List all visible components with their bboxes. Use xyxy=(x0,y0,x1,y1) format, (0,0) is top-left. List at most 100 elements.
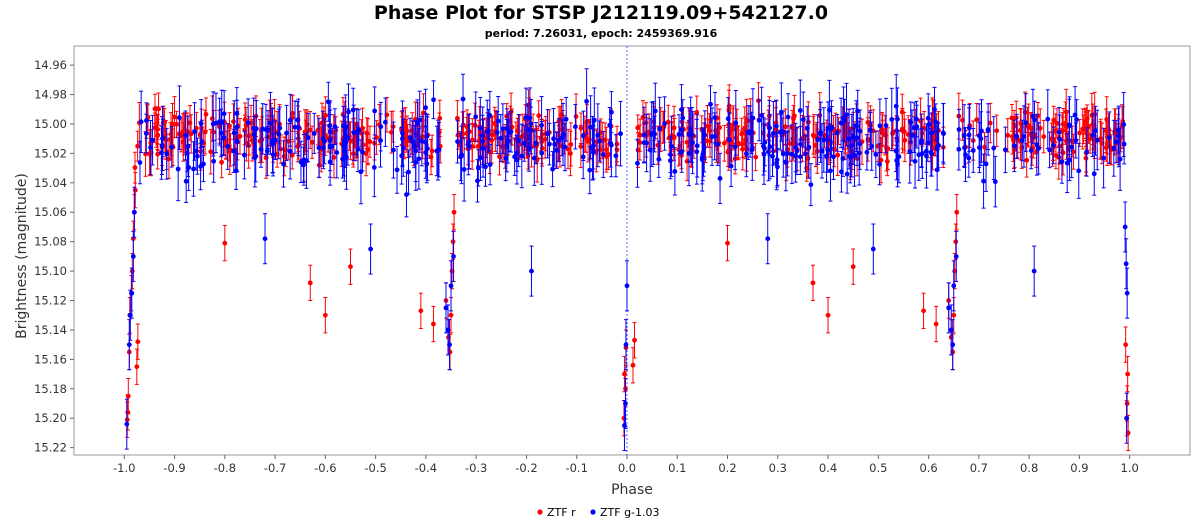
data-point-ztf-g-baseline xyxy=(143,102,149,139)
data-point-ztf-r-baseline xyxy=(835,134,841,176)
data-point-ztf-r-baseline xyxy=(717,108,723,147)
data-point-ztf-g-baseline xyxy=(656,140,662,178)
legend-label-ztf-r: ZTF r xyxy=(547,506,576,519)
data-point-ztf-g-baseline xyxy=(1116,105,1122,168)
x-tick-label: 0.5 xyxy=(869,461,887,475)
data-point-ztf-g-baseline xyxy=(382,97,388,147)
data-point-ztf-g xyxy=(765,213,771,265)
y-axis: 14.96 14.98 15.00 15.02 15.04 15.06 15.08 15.10… xyxy=(34,58,74,455)
data-point-ztf-g-baseline xyxy=(550,151,555,188)
data-point-ztf-g-baseline xyxy=(199,119,205,164)
x-tick-label: 0.0 xyxy=(618,461,636,475)
data-point-ztf-g-baseline xyxy=(414,99,420,148)
data-point-ztf-g-baseline xyxy=(545,109,550,159)
data-point-ztf-g-baseline xyxy=(991,116,997,180)
data-point-ztf-r xyxy=(632,322,637,359)
data-point-ztf-g-baseline xyxy=(708,85,713,124)
data-point-ztf-r-baseline xyxy=(363,130,369,177)
data-point-ztf-r-baseline xyxy=(536,100,542,132)
data-point-ztf-g-baseline xyxy=(821,107,827,173)
data-point-ztf-g-baseline xyxy=(728,145,734,188)
data-point-ztf-g xyxy=(1122,201,1128,253)
data-point-ztf-r-baseline xyxy=(309,125,315,159)
data-point-ztf-g-baseline xyxy=(422,112,428,172)
data-point-ztf-g-baseline xyxy=(743,130,749,178)
data-point-ztf-g-baseline xyxy=(793,122,799,173)
data-point-ztf-g-baseline xyxy=(533,122,539,165)
data-point-ztf-g-baseline xyxy=(416,127,422,190)
data-point-ztf-g-baseline xyxy=(773,99,779,153)
y-tick-label: 15.10 xyxy=(34,264,67,278)
data-point-ztf-g-baseline xyxy=(164,128,170,180)
data-point-ztf-g-baseline xyxy=(265,110,271,150)
data-point-ztf-g-baseline xyxy=(889,87,895,152)
data-point-ztf-g-baseline xyxy=(761,123,767,185)
data-point-ztf-g-baseline xyxy=(907,119,913,184)
data-point-ztf-r-baseline xyxy=(208,129,214,175)
data-points-layer xyxy=(124,68,1131,452)
data-point-ztf-r-baseline xyxy=(404,115,410,147)
data-point-ztf-g xyxy=(946,282,952,334)
data-point-ztf-g-baseline xyxy=(936,122,942,169)
data-point-ztf-g xyxy=(529,245,534,297)
x-axis: -1.0 -0.9 -0.8 -0.7 -0.6 -0.5 -0.4 -0.3 -0.2 -0.1… xyxy=(113,455,1139,475)
data-point-ztf-g-baseline xyxy=(785,93,791,141)
data-point-ztf-r-baseline xyxy=(188,114,194,154)
legend: ZTF r ZTF g-1.03 xyxy=(537,506,660,519)
data-point-ztf-g-baseline xyxy=(225,123,231,170)
data-point-ztf-g xyxy=(126,319,132,371)
data-point-ztf-g-baseline xyxy=(844,154,850,194)
data-point-ztf-g-baseline xyxy=(350,87,356,133)
data-point-ztf-g-baseline xyxy=(554,131,560,169)
data-point-ztf-r xyxy=(921,292,926,329)
data-point-ztf-r-baseline xyxy=(831,131,837,168)
data-point-ztf-g-baseline xyxy=(800,91,806,148)
data-point-ztf-g-baseline xyxy=(552,122,558,167)
data-point-ztf-g-baseline xyxy=(749,118,755,181)
data-point-ztf-g-baseline xyxy=(883,97,889,154)
data-point-ztf-g xyxy=(1124,267,1130,319)
data-point-ztf-g-baseline xyxy=(641,106,647,164)
data-point-ztf-g-baseline xyxy=(498,114,504,163)
data-point-ztf-g-baseline xyxy=(808,163,814,207)
data-point-ztf-g-baseline xyxy=(391,121,396,179)
y-tick-label: 15.02 xyxy=(34,146,67,160)
data-point-ztf-r xyxy=(725,224,730,262)
data-point-ztf-g-baseline xyxy=(458,132,464,182)
data-point-ztf-g-baseline xyxy=(252,127,258,188)
data-point-ztf-g-baseline xyxy=(925,123,931,162)
data-point-ztf-r xyxy=(933,305,939,343)
data-point-ztf-g-baseline xyxy=(201,145,206,183)
data-point-ztf-g-baseline xyxy=(572,103,578,150)
x-tick-label: 0.4 xyxy=(819,461,837,475)
data-point-ztf-g-baseline xyxy=(831,133,836,180)
data-point-ztf-g-baseline xyxy=(847,130,853,184)
data-point-ztf-g-baseline xyxy=(1047,131,1053,169)
data-point-ztf-g-baseline xyxy=(966,107,972,163)
data-point-ztf-r-baseline xyxy=(578,112,584,145)
data-point-ztf-g-baseline xyxy=(940,103,946,163)
x-tick-label: -0.5 xyxy=(364,461,386,475)
data-point-ztf-g-baseline xyxy=(316,117,322,178)
data-point-ztf-g-baseline xyxy=(295,101,301,139)
data-point-ztf-g-baseline xyxy=(270,108,275,174)
data-point-ztf-g-baseline xyxy=(839,151,844,193)
data-point-ztf-g xyxy=(953,230,959,282)
plot-area-background xyxy=(73,45,1191,456)
data-point-ztf-g-baseline xyxy=(1014,113,1020,160)
y-tick-label: 15.22 xyxy=(34,441,67,455)
data-point-ztf-g-baseline xyxy=(608,119,614,168)
data-point-ztf-g-baseline xyxy=(327,138,333,186)
y-tick-label: 14.96 xyxy=(34,58,67,72)
data-point-ztf-g-baseline xyxy=(341,105,346,146)
data-point-ztf-g xyxy=(124,398,130,450)
data-point-ztf-g-baseline xyxy=(983,135,989,192)
data-point-ztf-g-baseline xyxy=(284,104,290,161)
data-point-ztf-g-baseline xyxy=(241,130,247,180)
data-point-ztf-g-baseline xyxy=(345,108,351,166)
data-point-ztf-g-baseline xyxy=(260,103,266,155)
data-point-ztf-g-baseline xyxy=(1090,113,1096,157)
data-point-ztf-r xyxy=(431,305,436,343)
data-point-ztf-g xyxy=(1123,238,1129,290)
